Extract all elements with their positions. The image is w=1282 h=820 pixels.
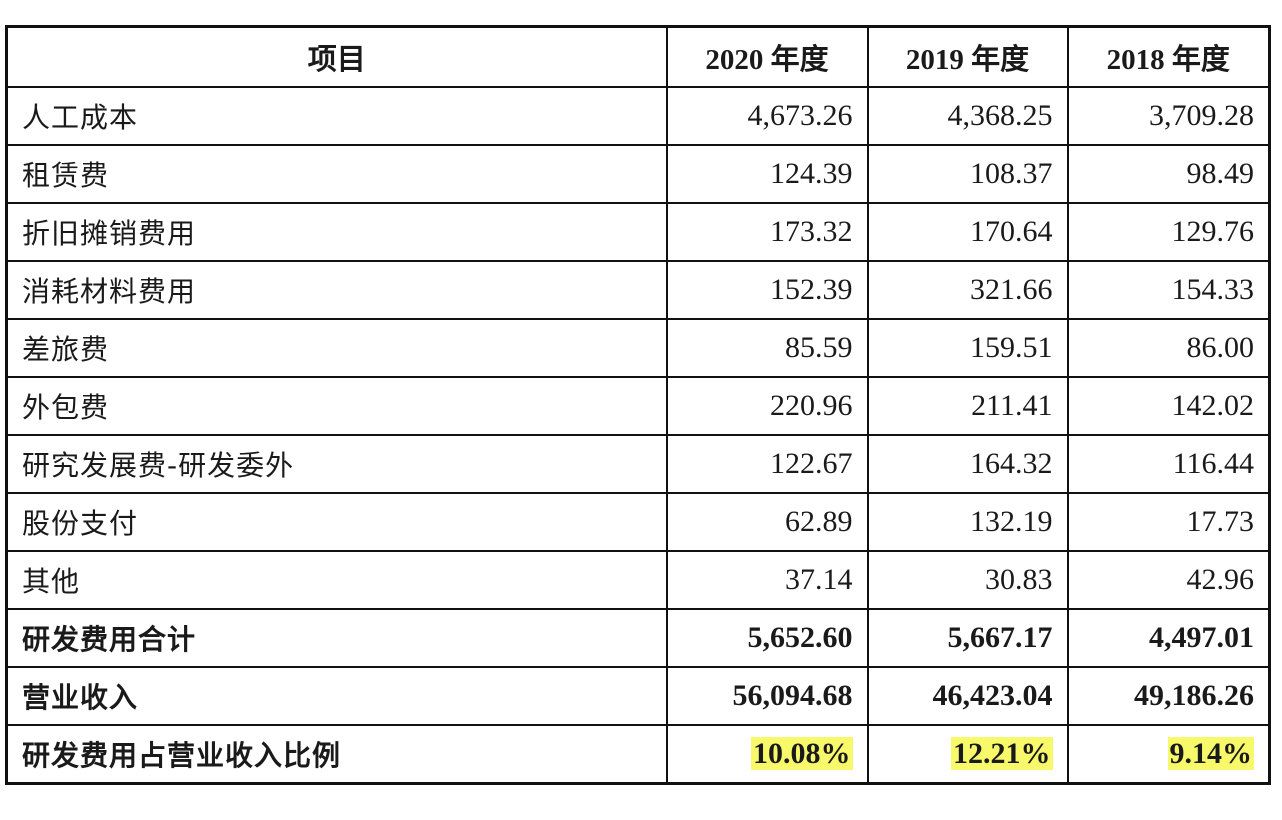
value-2018: 17.73 bbox=[1066, 492, 1271, 552]
header-item: 项目 bbox=[5, 25, 668, 88]
row-label: 租赁费 bbox=[5, 144, 668, 204]
row-label: 差旅费 bbox=[5, 318, 668, 378]
highlighted-ratio: 12.21% bbox=[951, 737, 1053, 770]
table-row: 差旅费 85.59 159.51 86.00 bbox=[5, 318, 1271, 378]
value-2018: 3,709.28 bbox=[1066, 86, 1271, 146]
value-2019: 5,667.17 bbox=[866, 608, 1069, 668]
table-row: 折旧摊销费用 173.32 170.64 129.76 bbox=[5, 202, 1271, 262]
highlighted-ratio: 10.08% bbox=[751, 737, 853, 770]
table-row: 研究发展费-研发委外 122.67 164.32 116.44 bbox=[5, 434, 1271, 494]
value-2019: 211.41 bbox=[866, 376, 1069, 436]
value-2018: 86.00 bbox=[1066, 318, 1271, 378]
total-row: 研发费用合计 5,652.60 5,667.17 4,497.01 bbox=[5, 608, 1271, 668]
value-2020: 85.59 bbox=[665, 318, 869, 378]
value-2018: 9.14% bbox=[1066, 724, 1271, 785]
value-2018: 4,497.01 bbox=[1066, 608, 1271, 668]
row-label: 研究发展费-研发委外 bbox=[5, 434, 668, 494]
value-2019: 30.83 bbox=[866, 550, 1069, 610]
value-2019: 170.64 bbox=[866, 202, 1069, 262]
table-row: 租赁费 124.39 108.37 98.49 bbox=[5, 144, 1271, 204]
value-2020: 124.39 bbox=[665, 144, 869, 204]
value-2018: 116.44 bbox=[1066, 434, 1271, 494]
value-2020: 37.14 bbox=[665, 550, 869, 610]
value-2018: 49,186.26 bbox=[1066, 666, 1271, 726]
row-label: 研发费用合计 bbox=[5, 608, 668, 668]
value-2019: 164.32 bbox=[866, 434, 1069, 494]
row-label: 股份支付 bbox=[5, 492, 668, 552]
value-2020: 122.67 bbox=[665, 434, 869, 494]
row-label: 折旧摊销费用 bbox=[5, 202, 668, 262]
value-2018: 42.96 bbox=[1066, 550, 1271, 610]
table-row: 消耗材料费用 152.39 321.66 154.33 bbox=[5, 260, 1271, 320]
row-label: 人工成本 bbox=[5, 86, 668, 146]
value-2020: 10.08% bbox=[665, 724, 869, 785]
value-2020: 4,673.26 bbox=[665, 86, 869, 146]
value-2019: 321.66 bbox=[866, 260, 1069, 320]
value-2019: 108.37 bbox=[866, 144, 1069, 204]
row-label: 外包费 bbox=[5, 376, 668, 436]
value-2019: 132.19 bbox=[866, 492, 1069, 552]
value-2020: 5,652.60 bbox=[665, 608, 869, 668]
value-2019: 159.51 bbox=[866, 318, 1069, 378]
row-label: 营业收入 bbox=[5, 666, 668, 726]
header-row: 项目 2020 年度 2019 年度 2018 年度 bbox=[5, 25, 1271, 88]
table-row: 外包费 220.96 211.41 142.02 bbox=[5, 376, 1271, 436]
table-row: 其他 37.14 30.83 42.96 bbox=[5, 550, 1271, 610]
header-2020: 2020 年度 bbox=[665, 25, 869, 88]
ratio-row: 研发费用占营业收入比例 10.08% 12.21% 9.14% bbox=[5, 724, 1271, 785]
value-2019: 46,423.04 bbox=[866, 666, 1069, 726]
value-2018: 154.33 bbox=[1066, 260, 1271, 320]
rd-expense-table: 项目 2020 年度 2019 年度 2018 年度 人工成本 4,673.26… bbox=[5, 25, 1271, 785]
value-2018: 98.49 bbox=[1066, 144, 1271, 204]
value-2020: 56,094.68 bbox=[665, 666, 869, 726]
row-label: 消耗材料费用 bbox=[5, 260, 668, 320]
table-row: 人工成本 4,673.26 4,368.25 3,709.28 bbox=[5, 86, 1271, 146]
value-2018: 129.76 bbox=[1066, 202, 1271, 262]
value-2020: 152.39 bbox=[665, 260, 869, 320]
value-2019: 4,368.25 bbox=[866, 86, 1069, 146]
highlighted-ratio: 9.14% bbox=[1167, 737, 1254, 770]
value-2020: 220.96 bbox=[665, 376, 869, 436]
table-row: 股份支付 62.89 132.19 17.73 bbox=[5, 492, 1271, 552]
header-2018: 2018 年度 bbox=[1066, 25, 1271, 88]
row-label: 研发费用占营业收入比例 bbox=[5, 724, 668, 785]
value-2020: 62.89 bbox=[665, 492, 869, 552]
value-2018: 142.02 bbox=[1066, 376, 1271, 436]
row-label: 其他 bbox=[5, 550, 668, 610]
header-2019: 2019 年度 bbox=[866, 25, 1069, 88]
revenue-row: 营业收入 56,094.68 46,423.04 49,186.26 bbox=[5, 666, 1271, 726]
value-2019: 12.21% bbox=[866, 724, 1069, 785]
value-2020: 173.32 bbox=[665, 202, 869, 262]
